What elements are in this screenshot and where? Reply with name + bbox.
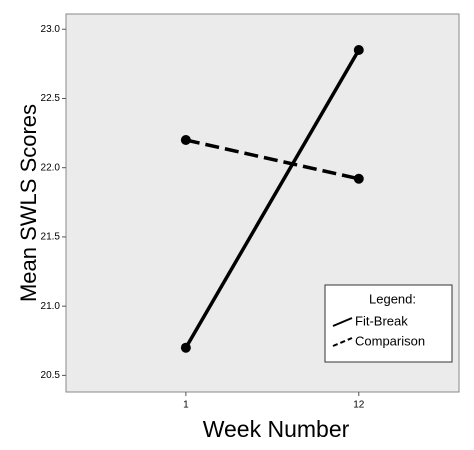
legend-title: Legend: xyxy=(369,291,416,306)
x-tick-label: 12 xyxy=(353,400,365,411)
legend-swatch xyxy=(332,337,353,347)
y-tick-label: 22.0 xyxy=(41,162,61,173)
y-tick-label: 22.5 xyxy=(41,93,61,104)
marker xyxy=(180,135,191,145)
line xyxy=(185,138,360,181)
x-axis-label: Week Number xyxy=(203,416,350,442)
marker xyxy=(353,45,364,55)
legend-box xyxy=(324,284,453,363)
line xyxy=(184,49,361,349)
y-axis-label: Mean SWLS Scores xyxy=(16,104,41,302)
y-tick-label: 23.0 xyxy=(41,24,61,35)
legend-swatch xyxy=(332,317,353,327)
marker xyxy=(353,173,364,184)
y-tick-label: 21.0 xyxy=(41,301,61,312)
x-tick-label: 1 xyxy=(183,400,189,411)
legend-label: Comparison xyxy=(355,333,425,348)
y-tick-label: 21.5 xyxy=(41,232,61,243)
y-tick-label: 20.5 xyxy=(41,370,61,381)
legend-label: Fit-Break xyxy=(355,313,408,328)
marker xyxy=(180,342,191,353)
legend: Legend: Fit-Break Comparison xyxy=(324,284,453,363)
